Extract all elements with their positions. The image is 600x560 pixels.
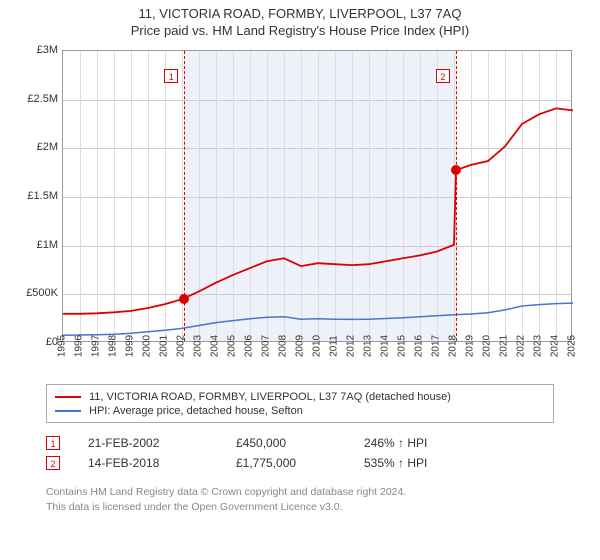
sale-date: 14-FEB-2018	[88, 456, 208, 470]
chart-lines-svg	[63, 51, 573, 343]
y-tick-label: £1M	[37, 239, 58, 251]
x-tick-label: 1995	[57, 335, 68, 357]
x-tick-label: 1996	[74, 335, 85, 357]
y-tick-label: £500K	[26, 287, 58, 299]
x-tick-label: 2016	[414, 335, 425, 357]
x-tick-label: 2001	[159, 335, 170, 357]
y-tick-label: £1.5M	[27, 190, 58, 202]
x-tick-label: 2004	[210, 335, 221, 357]
legend: 11, VICTORIA ROAD, FORMBY, LIVERPOOL, L3…	[46, 384, 554, 423]
sales-table: 1 21-FEB-2002 £450,000 246% ↑ HPI 2 14-FEB-20…	[46, 433, 600, 473]
footer-line-2: This data is licensed under the Open Gov…	[46, 500, 600, 515]
sale-index-box: 2	[46, 456, 60, 470]
x-tick-label: 2007	[261, 335, 272, 357]
chart-plot: 12	[62, 50, 572, 342]
legend-item: HPI: Average price, detached house, Seft…	[55, 404, 545, 418]
legend-label: 11, VICTORIA ROAD, FORMBY, LIVERPOOL, L3…	[89, 391, 451, 403]
x-tick-label: 2008	[278, 335, 289, 357]
sale-pct: 246% ↑ HPI	[364, 436, 474, 450]
chart-subtitle: Price paid vs. HM Land Registry's House …	[0, 23, 600, 38]
sale-date: 21-FEB-2002	[88, 436, 208, 450]
sale-point-marker	[179, 294, 189, 304]
chart-area: 12 £0£500K£1M£1.5M£2M£2.5M£3M19951996199…	[20, 48, 580, 378]
x-tick-label: 2025	[567, 335, 578, 357]
sale-dashed-line	[456, 51, 457, 341]
x-tick-label: 1997	[91, 335, 102, 357]
y-tick-label: £3M	[37, 44, 58, 56]
sale-pct: 535% ↑ HPI	[364, 456, 474, 470]
sale-row: 1 21-FEB-2002 £450,000 246% ↑ HPI	[46, 433, 600, 453]
chart-title-block: 11, VICTORIA ROAD, FORMBY, LIVERPOOL, L3…	[0, 0, 600, 38]
x-tick-label: 2000	[142, 335, 153, 357]
x-tick-label: 2010	[312, 335, 323, 357]
sale-marker-label: 2	[436, 69, 450, 83]
legend-swatch	[55, 396, 81, 398]
x-tick-label: 2019	[465, 335, 476, 357]
sale-marker-label: 1	[164, 69, 178, 83]
legend-item: 11, VICTORIA ROAD, FORMBY, LIVERPOOL, L3…	[55, 390, 545, 404]
sale-index-box: 1	[46, 436, 60, 450]
chart-footer: Contains HM Land Registry data © Crown c…	[46, 485, 600, 514]
y-tick-label: £2.5M	[27, 93, 58, 105]
x-tick-label: 2009	[295, 335, 306, 357]
series-property	[63, 108, 573, 313]
legend-swatch	[55, 410, 81, 412]
y-tick-label: £2M	[37, 141, 58, 153]
legend-label: HPI: Average price, detached house, Seft…	[89, 405, 303, 417]
x-tick-label: 2018	[448, 335, 459, 357]
x-tick-label: 2020	[482, 335, 493, 357]
x-tick-label: 2023	[533, 335, 544, 357]
x-tick-label: 2005	[227, 335, 238, 357]
sale-price: £1,775,000	[236, 456, 336, 470]
x-tick-label: 1998	[108, 335, 119, 357]
x-tick-label: 2014	[380, 335, 391, 357]
x-tick-label: 2002	[176, 335, 187, 357]
sale-row: 2 14-FEB-2018 £1,775,000 535% ↑ HPI	[46, 453, 600, 473]
x-tick-label: 2011	[329, 335, 340, 357]
x-tick-label: 2003	[193, 335, 204, 357]
chart-title: 11, VICTORIA ROAD, FORMBY, LIVERPOOL, L3…	[0, 6, 600, 21]
x-tick-label: 2024	[550, 335, 561, 357]
sale-point-marker	[451, 165, 461, 175]
x-tick-label: 2013	[363, 335, 374, 357]
x-tick-label: 1999	[125, 335, 136, 357]
x-tick-label: 2015	[397, 335, 408, 357]
x-tick-label: 2017	[431, 335, 442, 357]
x-tick-label: 2022	[516, 335, 527, 357]
x-tick-label: 2012	[346, 335, 357, 357]
sale-price: £450,000	[236, 436, 336, 450]
x-tick-label: 2006	[244, 335, 255, 357]
series-hpi	[63, 303, 573, 335]
x-tick-label: 2021	[499, 335, 510, 357]
footer-line-1: Contains HM Land Registry data © Crown c…	[46, 485, 600, 500]
